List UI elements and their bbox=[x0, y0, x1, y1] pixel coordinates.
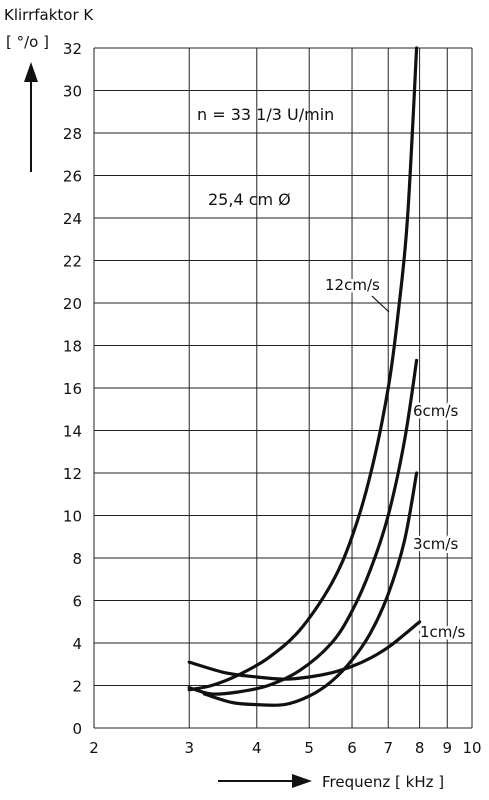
x-tick-label: 4 bbox=[252, 739, 262, 757]
y-axis-label-line2: [ °/o ] bbox=[6, 33, 49, 51]
x-tick-label: 7 bbox=[383, 739, 393, 757]
y-tick-label: 12 bbox=[63, 465, 82, 483]
series-label-6cms: 6cm/s bbox=[413, 402, 458, 420]
series-line-3cms bbox=[202, 471, 419, 707]
x-tick-label: 8 bbox=[415, 739, 425, 757]
y-tick-label: 24 bbox=[63, 210, 82, 228]
series-label-12cms-leader bbox=[371, 295, 390, 313]
y-tick-label: 4 bbox=[72, 635, 82, 653]
y-tick-label: 10 bbox=[63, 508, 82, 526]
series-line-6cms bbox=[187, 358, 419, 696]
x-tick-label: 3 bbox=[184, 739, 194, 757]
y-tick-label: 0 bbox=[72, 720, 82, 738]
y-tick-label: 30 bbox=[63, 83, 82, 101]
y-tick-label: 28 bbox=[63, 125, 82, 143]
x-tick-label: 10 bbox=[462, 739, 481, 757]
annotation-diameter: 25,4 cm Ø bbox=[208, 190, 291, 209]
series-label-3cms: 3cm/s bbox=[413, 535, 458, 553]
x-axis-arrow bbox=[218, 774, 312, 788]
y-tick-label: 26 bbox=[63, 168, 82, 186]
x-axis-label: Frequenz [ kHz ] bbox=[322, 773, 444, 791]
y-tick-label: 2 bbox=[72, 678, 82, 696]
series-line-12cms bbox=[187, 46, 419, 692]
x-tick-label: 9 bbox=[442, 739, 452, 757]
series-label-12cms: 12cm/s bbox=[325, 276, 380, 294]
y-tick-label: 22 bbox=[63, 253, 82, 271]
y-tick-label: 18 bbox=[63, 338, 82, 356]
y-tick-label: 8 bbox=[72, 550, 82, 568]
y-tick-label: 16 bbox=[63, 380, 82, 398]
x-tick-label: 5 bbox=[304, 739, 314, 757]
x-tick-label: 2 bbox=[89, 739, 99, 757]
y-axis-arrow bbox=[24, 62, 38, 172]
series-label-1cms: 1cm/s bbox=[420, 623, 465, 641]
series-line-1cms bbox=[187, 620, 422, 681]
series-lines bbox=[187, 46, 422, 707]
annotation-speed: n = 33 1/3 U/min bbox=[197, 105, 334, 124]
y-axis-label-line1: Klirrfaktor K bbox=[4, 6, 94, 24]
y-tick-label: 6 bbox=[72, 593, 82, 611]
y-tick-label: 14 bbox=[63, 423, 82, 441]
x-tick-label: 6 bbox=[347, 739, 357, 757]
y-tick-label: 20 bbox=[63, 295, 82, 313]
y-tick-label: 32 bbox=[63, 40, 82, 58]
